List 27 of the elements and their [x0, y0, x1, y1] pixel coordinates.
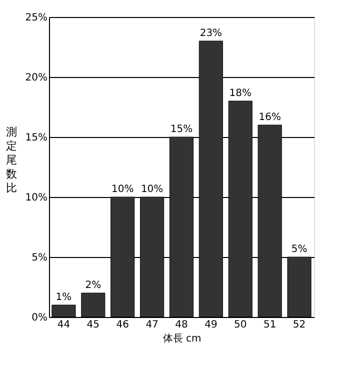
data-label: 2% — [85, 280, 102, 291]
x-tick-label: 45 — [86, 320, 100, 330]
y-tick-label: 0% — [32, 312, 48, 324]
y-tick-label: 25% — [25, 12, 48, 24]
y-tick-label: 5% — [32, 252, 48, 264]
x-tick-label: 51 — [263, 320, 276, 330]
data-label: 23% — [200, 28, 222, 39]
data-label: 5% — [291, 244, 308, 255]
x-tick-label: 49 — [204, 320, 218, 330]
x-tick-label: 47 — [146, 320, 158, 330]
y-tick-label: 10% — [25, 192, 48, 204]
data-label: 1% — [56, 292, 72, 303]
x-tick-label: 48 — [175, 320, 188, 330]
y-tick-label: 15% — [25, 132, 48, 144]
y-tick-label: 20% — [25, 72, 48, 84]
x-tick-label: 46 — [116, 320, 129, 330]
x-tick-label: 52 — [292, 320, 306, 330]
bar — [81, 292, 106, 318]
data-label: 10% — [140, 184, 164, 195]
x-axis-title: 体長 cm — [162, 332, 202, 344]
data-label: 18% — [229, 88, 252, 99]
data-label: 15% — [170, 124, 193, 135]
x-tick-label: 44 — [57, 320, 70, 330]
y-axis-title: 測定尾数比 — [6, 126, 17, 194]
data-label: 10% — [111, 184, 134, 195]
data-label: 16% — [258, 112, 281, 123]
x-tick-label: 50 — [234, 320, 247, 330]
